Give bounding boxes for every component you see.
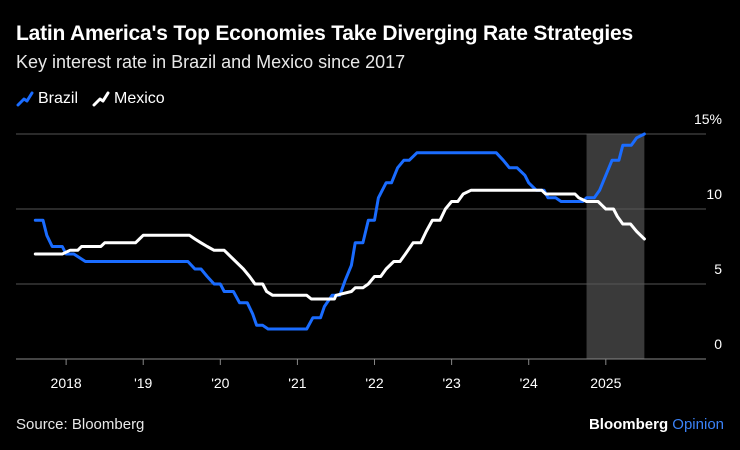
brand-logo: Bloomberg Opinion [589, 416, 724, 433]
y-tick-label-15: 15% [694, 111, 722, 127]
brand-suffix: Opinion [672, 416, 724, 433]
y-tick-label-5: 5 [714, 261, 722, 277]
x-tick-labels: 2018 '19 '20 '21 '22 '23 '24 2025 [51, 359, 622, 391]
y-tick-label-0: 0 [714, 336, 722, 352]
x-tick-label-2020: '20 [211, 375, 229, 391]
y-tick-labels: 0 5 10 15% [694, 111, 722, 352]
legend-item-brazil: Brazil [16, 90, 78, 108]
series-layer [33, 132, 646, 331]
shade-layer [586, 134, 645, 359]
x-tick-label-2018: 2018 [51, 375, 82, 391]
legend-label-brazil: Brazil [38, 90, 79, 107]
x-tick-label-2023: '23 [442, 375, 460, 391]
grid-layer [16, 133, 706, 360]
x-tick-label-2019: '19 [134, 375, 152, 391]
brand-name: Bloomberg [588, 416, 669, 433]
chart-subtitle: Key interest rate in Brazil and Mexico s… [16, 52, 406, 72]
legend-label-mexico: Mexico [114, 90, 165, 107]
source-note: Source: Bloomberg [16, 416, 145, 433]
legend: Brazil Mexico [16, 90, 179, 108]
x-tick-label-2024: '24 [520, 375, 538, 391]
x-tick-label-2022: '22 [365, 375, 383, 391]
series-line-brazil [33, 132, 646, 331]
x-tick-label-2021: '21 [288, 375, 306, 391]
series-line-mexico [33, 188, 646, 301]
legend-item-mexico: Mexico [92, 90, 165, 108]
shaded-period [586, 134, 645, 359]
x-tick-label-2025: 2025 [590, 375, 621, 391]
legend-swatch-mexico [92, 91, 110, 107]
legend-swatch-brazil [16, 91, 34, 107]
chart-title: Latin America's Top Economies Take Diver… [16, 22, 633, 45]
y-tick-label-10: 10 [706, 186, 722, 202]
